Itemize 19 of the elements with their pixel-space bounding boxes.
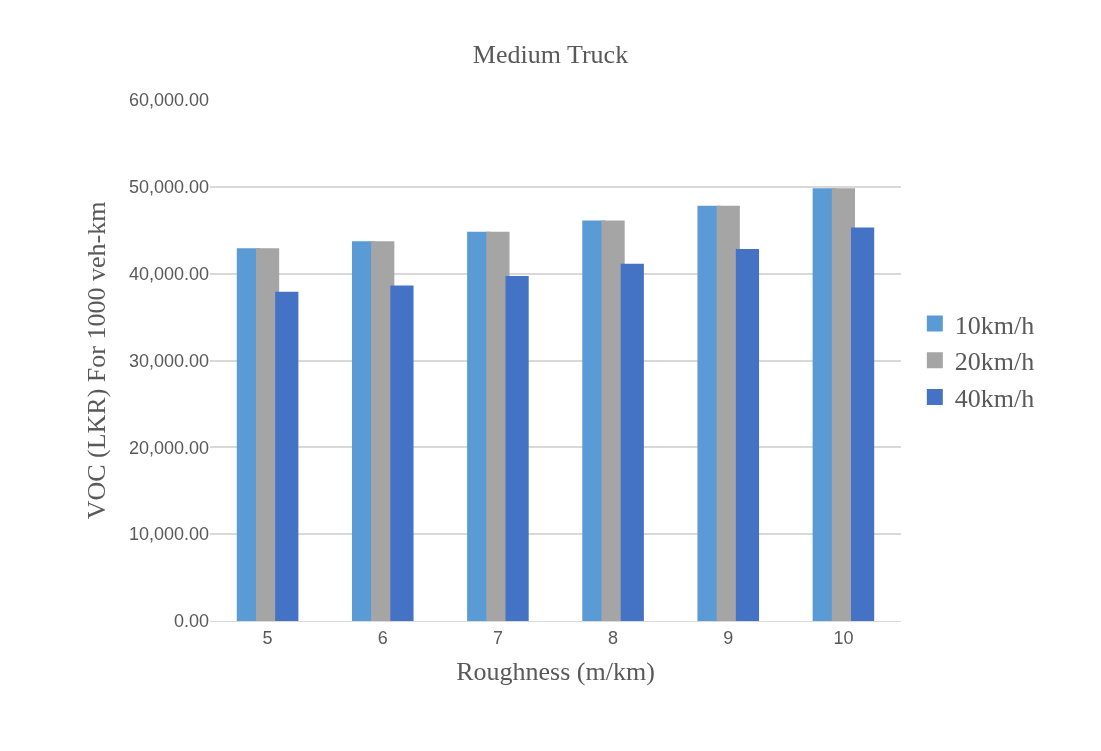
chart-title: Medium Truck [472, 40, 629, 70]
y-tick-label: 20,000.00 [128, 437, 209, 458]
y-tick-label: 50,000.00 [128, 177, 209, 198]
x-tick-label: 10 [833, 627, 854, 648]
y-tick-label: 60,000.00 [128, 90, 209, 111]
x-axis-title: Roughness (m/km) [456, 657, 655, 687]
y-tick-label: 30,000.00 [128, 350, 209, 371]
x-tick-label: 8 [608, 627, 619, 648]
y-tick-label: 10,000.00 [128, 524, 209, 545]
legend-label: 40km/h [954, 384, 1035, 414]
legend-label: 10km/h [954, 310, 1035, 340]
x-tick-label: 9 [723, 627, 734, 648]
y-tick-label: 40,000.00 [128, 263, 209, 284]
x-tick-label: 5 [262, 627, 273, 648]
x-tick-label: 6 [377, 627, 388, 648]
y-tick-label: 0.00 [173, 611, 209, 632]
x-tick-label: 7 [492, 627, 503, 648]
y-axis-title: VOC (LKR) For 1000 veh-km [82, 201, 112, 520]
legend-label: 20km/h [954, 347, 1035, 377]
